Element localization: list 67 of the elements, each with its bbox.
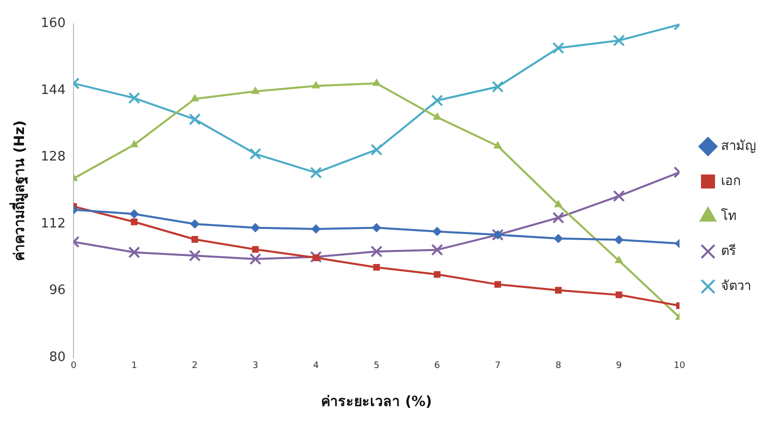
- point: [554, 234, 563, 244]
- point: [188, 113, 201, 126]
- point: [614, 256, 623, 264]
- point: [373, 264, 380, 271]
- point: [128, 92, 140, 104]
- y-tick-label: 160: [40, 16, 66, 32]
- y-tick-label: 112: [40, 216, 66, 232]
- point: [251, 86, 260, 94]
- point: [130, 209, 139, 218]
- point: [252, 246, 259, 253]
- point: [370, 246, 383, 258]
- x-tick-label: 8: [555, 361, 562, 372]
- point: [432, 226, 442, 236]
- x-tick-label: 0: [70, 361, 77, 372]
- point: [434, 271, 440, 278]
- x-axis-title: ค่าระยะเวลา (%): [321, 394, 432, 410]
- point: [554, 200, 562, 208]
- x-tick-label: 5: [374, 361, 380, 372]
- x-tick-label: 1: [131, 361, 138, 372]
- y-tick-label: 144: [40, 82, 66, 98]
- point: [494, 281, 502, 288]
- point: [554, 286, 562, 294]
- x-tick-label: 6: [434, 361, 440, 372]
- x-tick-label: 9: [616, 361, 622, 372]
- point: [188, 250, 201, 262]
- point: [431, 94, 444, 106]
- legend-label: สามัญ: [721, 138, 756, 154]
- point: [249, 253, 262, 265]
- point: [310, 166, 322, 179]
- point: [249, 148, 262, 160]
- point: [552, 212, 564, 224]
- point: [311, 224, 320, 234]
- y-tick-label: 128: [40, 150, 66, 165]
- y-tick-label: 96: [49, 283, 66, 298]
- y-tick-label: 80: [49, 350, 66, 365]
- point: [312, 81, 320, 88]
- point: [431, 244, 444, 256]
- point: [128, 246, 140, 258]
- point: [130, 140, 138, 148]
- point: [552, 42, 564, 54]
- point: [370, 144, 383, 156]
- point: [250, 223, 260, 232]
- x-tick-label: 2: [192, 361, 198, 372]
- point: [190, 94, 199, 102]
- x-tick-label: 3: [252, 361, 258, 372]
- point: [492, 80, 504, 93]
- point: [494, 141, 502, 148]
- point: [372, 78, 381, 86]
- point: [372, 223, 382, 232]
- x-tick-label: 7: [494, 361, 501, 372]
- point: [614, 235, 624, 244]
- point: [130, 218, 138, 226]
- x-tick-label: 4: [313, 361, 320, 372]
- legend-label: จัตวา: [721, 278, 751, 294]
- x-tick-label: 10: [674, 361, 686, 372]
- y-axis-title: ค่าความถี่มูลฐาน (Hz): [9, 120, 30, 261]
- point: [190, 219, 200, 228]
- legend-label: เอก: [721, 174, 741, 189]
- point: [312, 254, 320, 262]
- point: [612, 34, 625, 46]
- point: [616, 292, 622, 298]
- point: [310, 250, 322, 263]
- point: [612, 190, 625, 202]
- point: [433, 112, 442, 120]
- legend-label: โท: [721, 208, 737, 224]
- legend-label: ตรี: [721, 242, 736, 259]
- point: [191, 236, 198, 243]
